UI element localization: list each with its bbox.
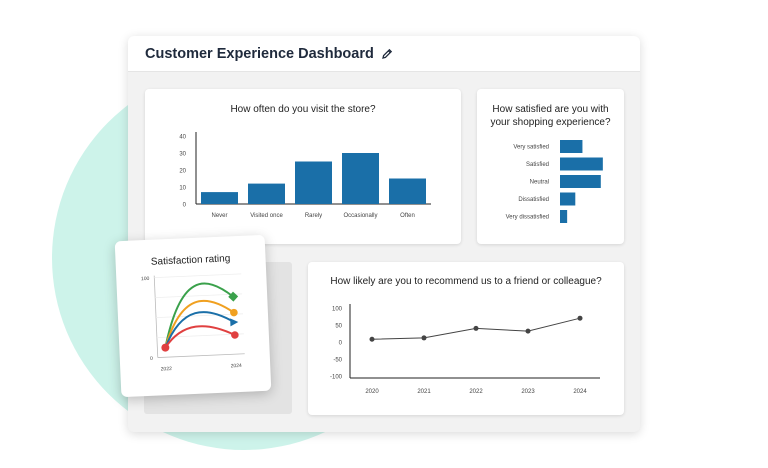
rating-series-curve [164, 299, 235, 348]
rating-series-curve [164, 282, 234, 348]
recommend-xtick-label: 2023 [521, 389, 535, 395]
satisfaction-bar [560, 140, 583, 153]
rating-ytick-label: 0 [150, 356, 153, 362]
rating-gridline [154, 273, 242, 279]
visit-frequency-card: How often do you visit the store? 40 30 20… [145, 89, 461, 244]
satisfaction-category-label: Very satisfied [513, 145, 549, 151]
visit-bar [248, 183, 285, 204]
visit-frequency-title: How often do you visit the store? [230, 104, 376, 115]
rating-gridline [156, 313, 243, 319]
recommend-ytick-label: 0 [339, 341, 343, 347]
recommend-xtick-label: 2024 [573, 389, 587, 395]
rating-start-marker [161, 343, 170, 352]
rating-xtick-label: 2022 [161, 366, 173, 372]
recommend-point [369, 336, 375, 342]
rating-y-axis [153, 275, 159, 358]
dashboard-header: Customer Experience Dashboard [128, 36, 640, 72]
visit-category-label: Occasionally [343, 213, 377, 219]
visit-category-label: Visited once [250, 213, 283, 219]
visit-ytick-label: 40 [179, 135, 186, 141]
visit-frequency-chart: 40 30 20 10 0 Never Visited once Rarely Occasion… [179, 132, 431, 219]
visit-category-label: Never [211, 213, 227, 219]
rating-gridline [155, 293, 243, 299]
pencil-icon[interactable] [381, 48, 393, 60]
rating-gridline [156, 333, 244, 338]
visit-category-label: Rarely [305, 213, 322, 219]
satisfaction-category-label: Satisfied [526, 162, 549, 168]
recommend-ytick-label: 50 [335, 324, 342, 330]
recommend-xtick-label: 2020 [365, 389, 379, 395]
satisfaction-title-line1: How satisfied are you with [492, 104, 609, 115]
rating-xtick-label: 2024 [231, 363, 243, 369]
dashboard-title: Customer Experience Dashboard [145, 45, 374, 62]
satisfaction-category-label: Dissatisfied [518, 197, 549, 203]
visit-ytick-label: 0 [183, 203, 187, 209]
rating-series-curve [164, 325, 236, 349]
satisfaction-category-label: Neutral [530, 180, 549, 186]
visit-ytick-label: 10 [179, 186, 186, 192]
satisfaction-title-line2: your shopping experience? [490, 117, 611, 128]
rating-ytick-label: 100 [141, 276, 150, 282]
visit-ytick-label: 30 [179, 152, 186, 158]
recommend-xtick-label: 2021 [417, 389, 431, 395]
rating-end-marker [230, 308, 238, 317]
satisfaction-bar [560, 192, 576, 206]
satisfaction-rating-card[interactable]: Satisfaction rating 100 0 2022 2024 [114, 234, 272, 398]
rating-x-axis [157, 353, 245, 358]
satisfaction-bar [560, 210, 568, 223]
recommend-chart: 100 50 0 -50 -100 2020 2021 2022 2023 2024 [330, 304, 600, 395]
rating-series-curve [164, 311, 235, 349]
visit-ytick-label: 20 [179, 169, 186, 175]
rating-chart: 100 0 2022 2024 [141, 273, 245, 372]
recommend-ytick-label: 100 [332, 307, 343, 313]
rating-end-marker [228, 291, 239, 302]
visit-bar [342, 153, 379, 204]
recommend-point [577, 315, 583, 321]
visit-bar [201, 192, 238, 204]
recommend-ytick-label: -50 [333, 358, 342, 364]
satisfaction-card: How satisfied are you with your shopping… [477, 89, 624, 244]
visit-bar [295, 161, 332, 204]
rating-end-marker [230, 318, 239, 327]
visit-bar [389, 178, 426, 204]
recommend-xtick-label: 2022 [469, 389, 483, 395]
recommend-card: How likely are you to recommend us to a … [308, 262, 624, 415]
satisfaction-category-label: Very dissatisfied [506, 215, 549, 221]
satisfaction-chart: Very satisfied Satisfied Neutral Dissatisfi… [506, 140, 603, 223]
satisfaction-bar [560, 175, 601, 188]
satisfaction-bar [560, 157, 603, 171]
recommend-point [421, 335, 427, 341]
recommend-title: How likely are you to recommend us to a … [330, 276, 602, 287]
visit-category-label: Often [400, 213, 415, 219]
recommend-point [525, 328, 531, 334]
recommend-ytick-label: -100 [330, 375, 343, 381]
recommend-point [473, 325, 479, 331]
rating-end-marker [231, 331, 239, 339]
